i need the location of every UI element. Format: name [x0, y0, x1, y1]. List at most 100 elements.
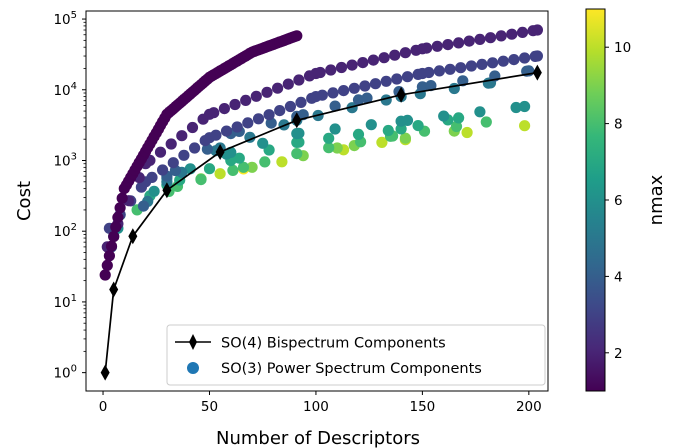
bispectrum-line: [104, 71, 538, 373]
scatter-point-nmax-10: [214, 168, 226, 180]
scatter-point-nmax-7: [293, 136, 305, 148]
bispectrum-marker: [162, 182, 172, 199]
scatter-point-nmax-4: [137, 200, 150, 212]
scatter-point-nmax-8: [480, 116, 492, 128]
scatter-point-nmax-6: [293, 127, 305, 139]
scatter-point-nmax-3: [167, 157, 179, 169]
scatter-point-nmax-3: [391, 73, 403, 85]
scatter-point-nmax-3: [146, 171, 158, 183]
scatter-point-nmax-3: [465, 60, 477, 72]
scatter-point-nmax-3: [210, 129, 222, 141]
scatter-point-nmax-2: [431, 40, 443, 52]
bispectrum-marker: [100, 364, 110, 381]
scatter-point-nmax-4: [329, 100, 341, 112]
scatter-point-nmax-3: [252, 113, 265, 125]
bispectrum-marker: [128, 228, 138, 245]
scatter-point-nmax-2: [367, 54, 379, 66]
scatter-point-nmax-7: [382, 124, 394, 137]
scatter-point-nmax-7: [203, 163, 216, 175]
scatter-point-nmax-2: [325, 64, 337, 76]
scatter-point-nmax-1: [101, 259, 113, 271]
scatter-point-nmax-1: [99, 269, 111, 281]
scatter-point-nmax-2: [346, 59, 358, 71]
bispectrum-marker: [109, 281, 119, 298]
scatter-point-nmax-3: [401, 71, 414, 83]
legend-label-power-spectrum: SO(3) Power Spectrum Components: [221, 361, 482, 377]
scatter-point-nmax-6: [365, 119, 377, 131]
scatter-point-nmax-5: [346, 102, 358, 114]
scatter-point-nmax-2: [421, 42, 433, 54]
legend: SO(4) Bispectrum Components SO(3) Power …: [166, 324, 546, 386]
scatter-point-nmax-8: [323, 142, 335, 154]
x-axis-label: Number of Descriptors: [216, 428, 420, 448]
scatter-point-nmax-9: [399, 132, 411, 144]
x-tick-label: 100: [303, 399, 329, 415]
scatter-point-nmax-2: [463, 35, 475, 47]
bispectrum-marker: [396, 86, 406, 103]
scatter-point-nmax-8: [291, 148, 303, 160]
bispectrum-marker: [215, 143, 225, 160]
scatter-point-nmax-2: [293, 74, 305, 86]
scatter-point-nmax-3: [327, 87, 339, 99]
scatter-point-nmax-2: [389, 49, 401, 61]
y-axis-ticks: 100 101 102 103 104 105: [53, 10, 86, 382]
scatter-point-nmax-2: [399, 47, 411, 59]
scatter-point-nmax-2: [186, 121, 199, 134]
scatter-point-nmax-2: [261, 86, 273, 98]
x-axis-ticks: 0 50 100 150 200: [99, 391, 542, 415]
scatter-point-nmax-2: [208, 107, 220, 119]
scatter-point-nmax-8: [259, 156, 271, 168]
scatter-point-nmax-4: [425, 80, 437, 92]
scatter-point-nmax-3: [531, 50, 544, 62]
scatter-point-nmax-3: [157, 164, 169, 176]
x-tick-label: 50: [201, 399, 218, 415]
scatter-point-nmax-2: [229, 98, 241, 111]
scatter-point-nmax-2: [484, 32, 497, 44]
scatter-point-nmax-9: [331, 142, 343, 154]
scatter-point-nmax-2: [240, 94, 252, 106]
scatter-point-nmax-6: [474, 106, 486, 118]
legend-label-bispectrum: SO(4) Bispectrum Components: [221, 336, 446, 352]
scatter-point-nmax-1: [108, 231, 120, 243]
scatter-point-nmax-3: [231, 121, 243, 133]
scatter-point-nmax-3: [242, 117, 254, 129]
scatter-point-nmax-7: [323, 132, 335, 144]
colorbar-label: nmax: [646, 174, 667, 225]
colorbar: [585, 8, 606, 392]
scatter-point-nmax-8: [450, 120, 463, 133]
scatter-point-nmax-8: [227, 164, 239, 176]
scatter-point-nmax-1: [105, 240, 118, 252]
y-tick-label: 103: [53, 151, 77, 169]
scatter-point-nmax-7: [412, 120, 424, 132]
y-tick-label: 101: [53, 293, 77, 311]
scatter-point-nmax-6: [148, 185, 160, 197]
scatter-point-nmax-2: [495, 30, 507, 42]
scatter-point-nmax-3: [274, 105, 286, 117]
scatter-point-nmax-1: [291, 30, 303, 42]
scatter-point-nmax-1: [116, 192, 128, 204]
scatter-point-nmax-3: [316, 89, 328, 101]
scatter-point-nmax-1: [112, 211, 124, 223]
scatter-point-nmax-7: [395, 123, 407, 135]
scatter-point-nmax-3: [497, 55, 509, 67]
scatter-point-nmax-2: [442, 39, 454, 51]
x-tick-label: 150: [409, 399, 435, 415]
scatter-point-nmax-3: [519, 52, 531, 64]
scatter-point-nmax-3: [476, 58, 488, 70]
scatter-point-nmax-4: [361, 92, 373, 104]
scatter-point-nmax-10: [376, 136, 388, 148]
scatter-point-nmax-4: [265, 117, 277, 129]
y-tick-label: 105: [53, 10, 77, 28]
scatter-point-nmax-3: [444, 63, 456, 75]
scatter-point-nmax-3: [263, 109, 275, 121]
scatter-point-nmax-8: [237, 161, 250, 173]
scatter-point-nmax-8: [195, 174, 207, 186]
scatter-point-nmax-2: [378, 52, 390, 64]
y-tick-label: 104: [53, 81, 77, 99]
bispectrum-marker: [292, 112, 302, 129]
scatter-point-nmax-2: [218, 103, 230, 115]
scatter-point-nmax-10: [519, 120, 531, 132]
y-tick-label: 100: [53, 364, 77, 382]
plot-frame: [85, 10, 549, 392]
scatter-point-nmax-2: [314, 66, 326, 79]
